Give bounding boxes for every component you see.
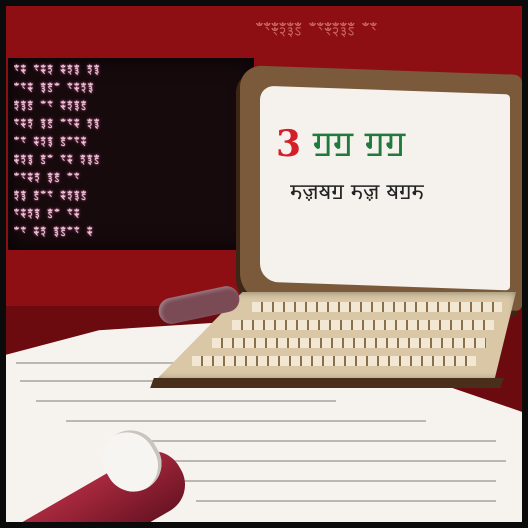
background-band-text: ꣲꣳꣴꣵꣶꣷ ꣲꣳꣴꣵꣶꣷ ꣲꣳ — [256, 18, 378, 39]
screen-title: 3 ॻॻ ॻॻ — [276, 118, 506, 164]
paper-writing-line — [16, 362, 176, 364]
panel-text-line: ꣲꣳ ꣴꣵ ꣶꣷꣲꣳ ꣴ — [14, 224, 95, 239]
panel-text-line: ꣲꣳ ꣴꣵꣶ ꣷꣲꣳꣴ — [14, 134, 89, 149]
screen-title-number: 3 — [276, 123, 302, 164]
keyboard-row — [212, 338, 486, 348]
keyboard-row — [252, 302, 502, 312]
panel-text-line: ꣲꣳꣴ ꣶꣷꣲ ꣳꣴꣵꣶ — [14, 80, 95, 95]
screen-title-text: ॻॻ ॻॻ — [301, 124, 406, 164]
laptop-base-edge — [150, 378, 504, 388]
screen-subtitle: ॸॹॺॻ ॸॹ ॺॻॸ — [290, 180, 424, 205]
paper-writing-line — [196, 500, 496, 502]
paper-writing-line — [156, 460, 506, 462]
paper-writing-line — [116, 440, 496, 442]
paper-writing-line — [36, 400, 336, 402]
paper-writing-line — [66, 420, 426, 422]
panel-text-line: ꣵꣶ ꣷꣲꣳ ꣴꣵꣶꣷ — [14, 188, 89, 203]
panel-text-line: ꣳꣴꣵꣶ ꣷꣲ ꣳꣴ — [14, 206, 82, 221]
illustration: ꣲꣳꣴꣵꣶꣷ ꣲꣳꣴꣵꣶꣷ ꣲꣳ ꣳꣴ ꣳꣴꣵ ꣴꣵꣶ ꣵꣶ ꣲꣳꣴ ꣶꣷꣲ ꣳ… — [6, 6, 522, 522]
panel-text-line: ꣳꣴ ꣳꣴꣵ ꣴꣵꣶ ꣵꣶ — [14, 62, 102, 77]
panel-text-line: ꣲꣳꣴꣵ ꣶꣷ ꣲꣳ — [14, 170, 82, 185]
glowing-text-panel: ꣳꣴ ꣳꣴꣵ ꣴꣵꣶ ꣵꣶ ꣲꣳꣴ ꣶꣷꣲ ꣳꣴꣵꣶ ꣵꣶꣷ ꣲꣳ ꣴꣵꣶꣷ ꣳ… — [8, 58, 254, 250]
paper-writing-line — [20, 380, 250, 382]
panel-text-line: ꣳꣴꣵ ꣶꣷ ꣲꣳꣴ ꣵꣶ — [14, 116, 102, 131]
panel-text-line: ꣴꣵꣶ ꣷꣲ ꣳꣴ ꣵꣶꣷ — [14, 152, 102, 167]
keyboard-row — [232, 320, 494, 330]
panel-text-line: ꣵꣶꣷ ꣲꣳ ꣴꣵꣶꣷ — [14, 98, 89, 113]
paper-writing-line — [176, 480, 496, 482]
keyboard-row — [192, 356, 476, 366]
